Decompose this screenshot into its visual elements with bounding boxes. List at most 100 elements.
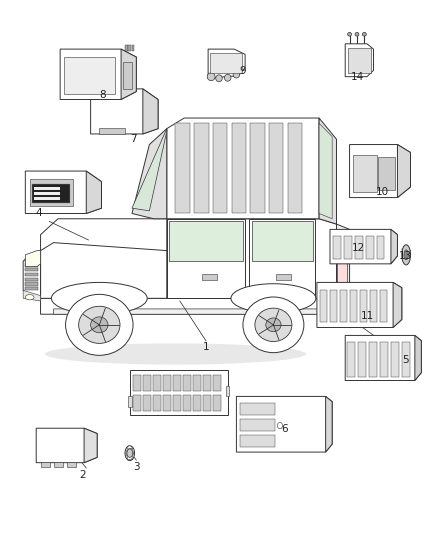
Polygon shape xyxy=(41,219,167,261)
Polygon shape xyxy=(325,397,332,452)
Bar xyxy=(128,45,131,51)
Bar xyxy=(366,236,374,259)
Bar xyxy=(41,462,50,467)
Polygon shape xyxy=(345,335,421,381)
Polygon shape xyxy=(154,219,336,298)
Ellipse shape xyxy=(255,308,292,342)
Bar xyxy=(153,395,161,411)
Bar xyxy=(143,395,151,411)
Bar xyxy=(380,290,388,322)
Bar xyxy=(25,268,39,271)
Text: 10: 10 xyxy=(376,187,389,197)
Bar xyxy=(226,386,229,397)
Ellipse shape xyxy=(362,33,366,36)
Text: 3: 3 xyxy=(133,462,140,472)
Polygon shape xyxy=(208,49,245,78)
Bar xyxy=(210,53,242,73)
Bar xyxy=(340,290,347,322)
Polygon shape xyxy=(41,298,336,314)
Bar xyxy=(240,435,275,447)
Bar xyxy=(153,375,161,391)
Bar xyxy=(67,462,76,467)
Bar xyxy=(320,290,327,322)
Polygon shape xyxy=(330,229,397,264)
Polygon shape xyxy=(250,219,315,298)
Ellipse shape xyxy=(348,33,352,36)
Bar xyxy=(378,157,395,190)
Text: 1: 1 xyxy=(203,342,209,352)
Ellipse shape xyxy=(243,297,304,353)
Bar xyxy=(288,123,302,214)
Bar xyxy=(330,290,337,322)
Bar xyxy=(25,287,39,290)
Bar xyxy=(348,47,371,73)
Bar xyxy=(25,259,39,262)
Bar xyxy=(25,278,39,281)
Bar xyxy=(232,123,246,214)
Polygon shape xyxy=(25,171,102,214)
Bar xyxy=(128,397,132,407)
Bar xyxy=(269,123,283,214)
Polygon shape xyxy=(84,428,97,463)
Ellipse shape xyxy=(266,318,281,332)
Text: 13: 13 xyxy=(399,251,412,261)
Polygon shape xyxy=(143,89,158,134)
Bar xyxy=(358,342,366,377)
Polygon shape xyxy=(319,118,336,224)
Text: 14: 14 xyxy=(351,71,364,82)
Bar xyxy=(53,462,63,467)
Text: 5: 5 xyxy=(402,356,409,365)
Polygon shape xyxy=(41,243,167,298)
Bar xyxy=(133,395,141,411)
Bar xyxy=(176,123,190,214)
Bar xyxy=(333,236,341,259)
Text: 9: 9 xyxy=(240,67,246,76)
Polygon shape xyxy=(132,128,167,211)
Bar xyxy=(183,375,191,391)
Ellipse shape xyxy=(224,74,231,81)
Bar xyxy=(213,375,221,391)
Ellipse shape xyxy=(404,250,408,260)
Polygon shape xyxy=(91,89,158,134)
Bar xyxy=(240,419,275,431)
Polygon shape xyxy=(391,229,397,264)
Text: 7: 7 xyxy=(130,134,137,144)
Text: 12: 12 xyxy=(352,244,365,254)
Bar xyxy=(34,197,60,200)
Bar xyxy=(173,375,181,391)
Polygon shape xyxy=(23,290,41,301)
Polygon shape xyxy=(169,221,243,261)
Text: 8: 8 xyxy=(99,90,106,100)
Text: 6: 6 xyxy=(281,424,288,434)
Bar xyxy=(99,127,125,134)
Bar xyxy=(32,184,70,203)
Polygon shape xyxy=(415,335,421,381)
Bar xyxy=(131,45,134,51)
Bar xyxy=(369,342,377,377)
Text: 2: 2 xyxy=(79,470,86,480)
Bar xyxy=(133,375,141,391)
Polygon shape xyxy=(237,397,332,452)
Ellipse shape xyxy=(216,75,222,82)
Bar xyxy=(380,342,388,377)
Ellipse shape xyxy=(231,284,316,313)
Polygon shape xyxy=(23,251,41,298)
Polygon shape xyxy=(252,221,313,261)
Polygon shape xyxy=(167,118,319,219)
Bar xyxy=(194,123,208,214)
Bar xyxy=(130,370,228,415)
Ellipse shape xyxy=(207,72,215,80)
Ellipse shape xyxy=(91,317,108,333)
Bar xyxy=(34,188,60,190)
Polygon shape xyxy=(319,123,332,219)
Polygon shape xyxy=(397,144,410,198)
Polygon shape xyxy=(345,44,374,77)
Polygon shape xyxy=(121,49,136,100)
Bar xyxy=(336,253,347,290)
Bar xyxy=(353,155,377,192)
Polygon shape xyxy=(167,219,245,298)
Text: 11: 11 xyxy=(360,311,374,321)
Polygon shape xyxy=(317,282,402,327)
Bar xyxy=(347,342,355,377)
Polygon shape xyxy=(60,49,136,100)
